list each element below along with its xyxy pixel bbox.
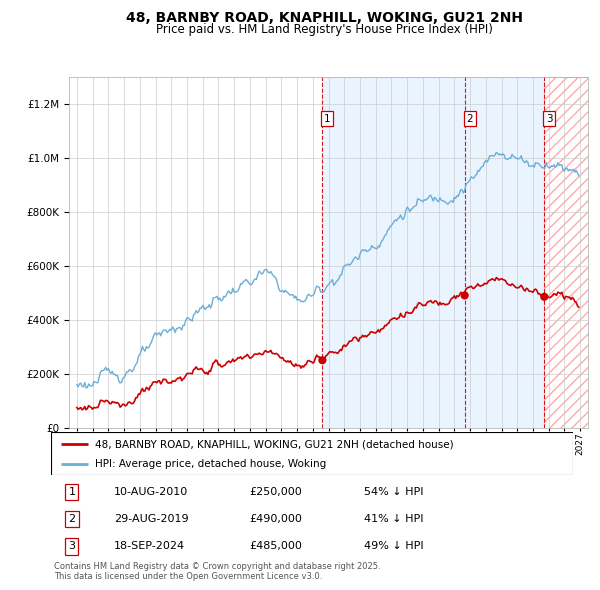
Text: 2: 2 bbox=[68, 514, 76, 525]
Bar bbox=[544, 77, 588, 428]
Text: 54% ↓ HPI: 54% ↓ HPI bbox=[364, 487, 424, 497]
Text: 49% ↓ HPI: 49% ↓ HPI bbox=[364, 542, 424, 552]
Text: 3: 3 bbox=[546, 114, 553, 124]
Bar bbox=[544, 77, 588, 428]
Point bbox=[460, 291, 469, 300]
Text: Contains HM Land Registry data © Crown copyright and database right 2025.
This d: Contains HM Land Registry data © Crown c… bbox=[54, 562, 380, 581]
Text: 29-AUG-2019: 29-AUG-2019 bbox=[113, 514, 188, 525]
Text: 48, BARNBY ROAD, KNAPHILL, WOKING, GU21 2NH: 48, BARNBY ROAD, KNAPHILL, WOKING, GU21 … bbox=[125, 11, 523, 25]
Text: 3: 3 bbox=[68, 542, 76, 552]
Text: £485,000: £485,000 bbox=[250, 542, 302, 552]
Text: HPI: Average price, detached house, Woking: HPI: Average price, detached house, Woki… bbox=[95, 460, 326, 469]
Text: 1: 1 bbox=[324, 114, 331, 124]
Text: 2: 2 bbox=[466, 114, 473, 124]
Text: 1: 1 bbox=[68, 487, 76, 497]
FancyBboxPatch shape bbox=[51, 432, 573, 475]
Text: 10-AUG-2010: 10-AUG-2010 bbox=[113, 487, 188, 497]
Point bbox=[317, 356, 327, 365]
Text: £490,000: £490,000 bbox=[250, 514, 302, 525]
Text: 41% ↓ HPI: 41% ↓ HPI bbox=[364, 514, 424, 525]
Text: 48, BARNBY ROAD, KNAPHILL, WOKING, GU21 2NH (detached house): 48, BARNBY ROAD, KNAPHILL, WOKING, GU21 … bbox=[95, 440, 454, 450]
Text: 18-SEP-2024: 18-SEP-2024 bbox=[113, 542, 185, 552]
Text: £250,000: £250,000 bbox=[250, 487, 302, 497]
Text: Price paid vs. HM Land Registry's House Price Index (HPI): Price paid vs. HM Land Registry's House … bbox=[155, 23, 493, 36]
Point bbox=[539, 292, 549, 301]
Bar bbox=[322, 77, 544, 428]
